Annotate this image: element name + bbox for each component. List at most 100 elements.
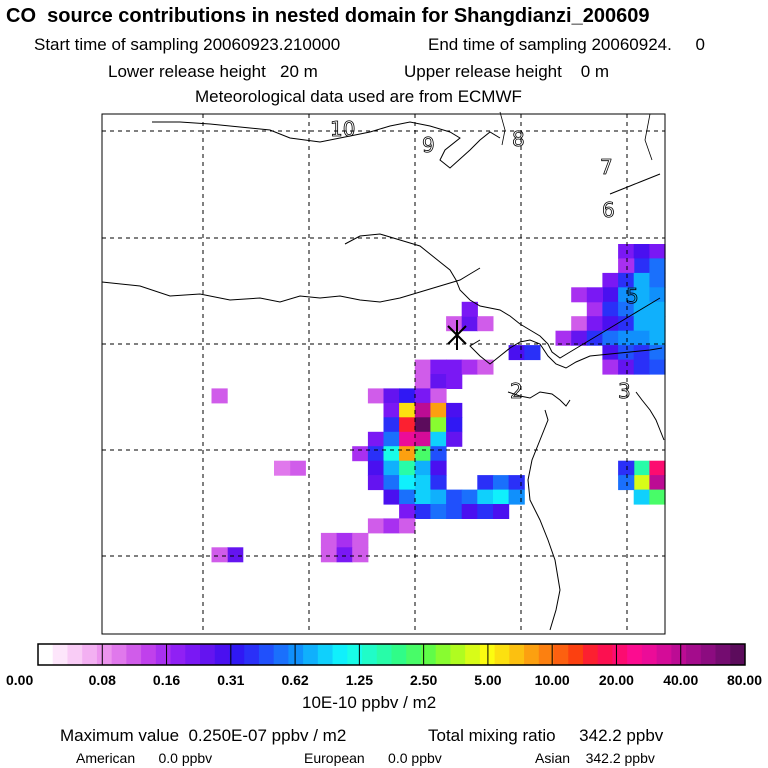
heatmap-cell: [430, 388, 447, 404]
heatmap-cell: [414, 402, 431, 418]
colorbar-swatch: [362, 644, 378, 665]
heatmap-cell: [352, 547, 369, 563]
heatmap-cell: [367, 446, 385, 462]
heatmap-cell: [414, 359, 431, 375]
heatmap-cell: [571, 287, 588, 303]
heatmap-cell: [649, 460, 666, 476]
heatmap-cell: [367, 431, 385, 447]
colorbar-tick-label: 80.00: [727, 672, 762, 688]
heatmap-cell: [618, 316, 635, 332]
colorbar-swatch: [391, 644, 407, 665]
heatmap-cell: [477, 504, 494, 519]
colorbar-swatch: [524, 644, 540, 665]
heatmap-cell: [399, 504, 416, 519]
met-data-label: Meteorological data used are from ECMWF: [195, 87, 522, 106]
heatmap-cell: [211, 388, 228, 404]
heatmap-cell: [602, 272, 619, 288]
heatmap-cell: [446, 374, 463, 389]
heatmap-cell: [211, 547, 228, 563]
heatmap-cell: [602, 316, 619, 332]
heatmap-cell: [446, 431, 463, 447]
heatmap-cell: [649, 316, 666, 332]
colorbar-swatch: [347, 644, 363, 665]
colorbar-swatch: [435, 644, 451, 665]
colorbar-tick-label: 0.31: [217, 672, 244, 688]
heatmap-cell: [571, 330, 588, 346]
heatmap-cell: [383, 417, 400, 433]
heatmap-cell: [477, 489, 494, 505]
heatmap-cell: [414, 446, 431, 462]
colorbar-swatch: [155, 644, 172, 665]
colorbar-swatch: [641, 644, 658, 665]
heatmap-cell: [649, 475, 666, 491]
heatmap-cell: [618, 330, 635, 346]
heatmap-cell: [633, 244, 650, 259]
colorbar-swatch: [700, 644, 717, 665]
colorbar-tick-label: 20.00: [599, 672, 634, 688]
heatmap-cell: [367, 475, 385, 491]
colorbar-swatch: [509, 644, 525, 665]
colorbar-swatch: [612, 644, 628, 665]
heatmap-cell: [524, 345, 541, 361]
heatmap-cell: [446, 359, 463, 375]
colorbar-swatch: [244, 644, 260, 665]
heatmap-cell: [477, 316, 494, 332]
heatmap-cell: [649, 330, 666, 346]
heatmap-cell: [352, 532, 369, 548]
heatmap-cell: [289, 460, 306, 476]
colorbar-swatch: [494, 644, 510, 665]
colorbar-swatch: [730, 644, 746, 665]
heatmap-cell: [618, 475, 635, 491]
heatmap-cell: [586, 301, 603, 317]
heatmap-cell: [602, 359, 619, 375]
heatmap-cell: [414, 489, 431, 505]
heatmap-cell: [461, 359, 478, 375]
heatmap-cell: [633, 460, 650, 476]
heatmap-cell: [430, 431, 447, 447]
heatmap-cell: [508, 475, 525, 491]
colorbar-swatch: [627, 644, 643, 665]
heatmap-cell: [383, 460, 400, 476]
heatmap-cell: [461, 301, 478, 317]
heatmap-cell: [477, 475, 494, 491]
heatmap-cell: [602, 287, 619, 303]
heatmap-cell: [399, 460, 416, 476]
heatmap-cell: [493, 489, 510, 505]
heatmap-cell: [383, 518, 400, 534]
heatmap-cell: [383, 475, 400, 491]
map-gridlines: [102, 114, 665, 634]
heatmap-cell: [493, 504, 510, 519]
heatmap-cell: [399, 489, 416, 505]
heatmap-cell: [446, 504, 463, 519]
colorbar-swatch: [258, 644, 275, 665]
colorbar-tick-label: 0.08: [89, 672, 116, 688]
colorbar-tick-label: 5.00: [474, 672, 501, 688]
heatmap-cell: [430, 460, 447, 476]
heatmap-cell: [633, 475, 650, 491]
heatmap-cell: [414, 374, 431, 389]
heatmap-cell: [649, 359, 666, 375]
colorbar-swatch: [465, 644, 481, 665]
heatmap-cell: [649, 258, 666, 274]
heatmap-cell: [399, 518, 416, 534]
heatmap-cell: [227, 547, 244, 563]
total-mixing-label: Total mixing ratio 342.2 ppbv: [428, 726, 664, 745]
heatmap-cell: [430, 446, 447, 462]
region-label: 6: [602, 198, 615, 222]
region-label: 10: [330, 117, 355, 141]
heatmap-cell: [555, 330, 572, 346]
heatmap-cell: [383, 402, 400, 418]
colorbar-swatch: [214, 644, 230, 665]
heatmap-cell: [399, 431, 416, 447]
heatmap-cell: [367, 388, 385, 404]
heatmap-cell: [618, 287, 635, 303]
heatmap-cell: [399, 402, 416, 418]
lower-release-label: Lower release height 20 m: [108, 62, 318, 81]
heatmap-cell: [633, 287, 650, 303]
heatmap-cell: [461, 504, 478, 519]
heatmap-cell: [430, 374, 447, 389]
heatmap-cell: [602, 330, 619, 346]
european-label: European 0.0 ppbv: [304, 750, 442, 766]
colorbar-tick-label: 0.62: [281, 672, 308, 688]
heatmap-cell: [399, 388, 416, 404]
